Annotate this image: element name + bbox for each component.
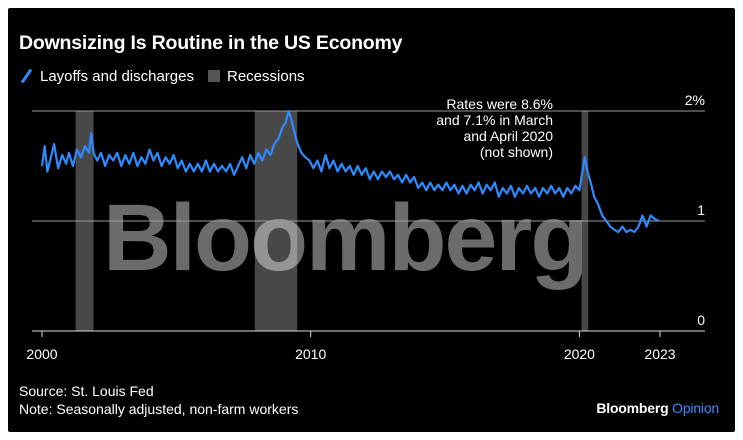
x-tick-label: 2010 <box>295 346 326 362</box>
series-line <box>40 109 660 234</box>
x-tick-label: 2000 <box>26 346 57 362</box>
line-chart: Bloomberg 0 1 2% 2000 2010 2020 2023 Rates were … <box>26 92 705 362</box>
note-text: Note: Seasonally adjusted, non-farm work… <box>19 401 299 417</box>
y-tick-label: 0 <box>697 312 705 328</box>
annotation-line: and 7.1% in March <box>436 112 553 128</box>
legend: Layoffs and discharges Recessions <box>19 66 319 86</box>
x-tick-label: 2023 <box>644 346 675 362</box>
x-tick-label: 2020 <box>564 346 595 362</box>
recession-swatch-icon <box>208 70 220 82</box>
brand-name: Bloomberg <box>596 400 669 416</box>
watermark-text: Bloomberg <box>103 185 586 291</box>
legend-series-label: Layoffs and discharges <box>40 67 194 85</box>
legend-item-series: Layoffs and discharges <box>19 68 194 85</box>
brand-logo: Bloomberg Opinion <box>596 400 719 416</box>
y-tick-label: 1 <box>697 202 705 218</box>
chart-title: Downsizing Is Routine in the US Economy <box>19 32 403 54</box>
chart-card: Downsizing Is Routine in the US Economy … <box>8 8 735 432</box>
y-tick-label: 2% <box>685 92 705 108</box>
brand-suffix: Opinion <box>672 400 719 416</box>
annotation-line: Rates were 8.6% <box>446 96 553 112</box>
legend-item-recessions: Recessions <box>208 68 305 85</box>
source-text: Source: St. Louis Fed <box>19 383 154 399</box>
annotation-line: (not shown) <box>480 144 553 160</box>
legend-recessions-label: Recessions <box>227 67 305 85</box>
annotation-line: and April 2020 <box>463 128 553 144</box>
